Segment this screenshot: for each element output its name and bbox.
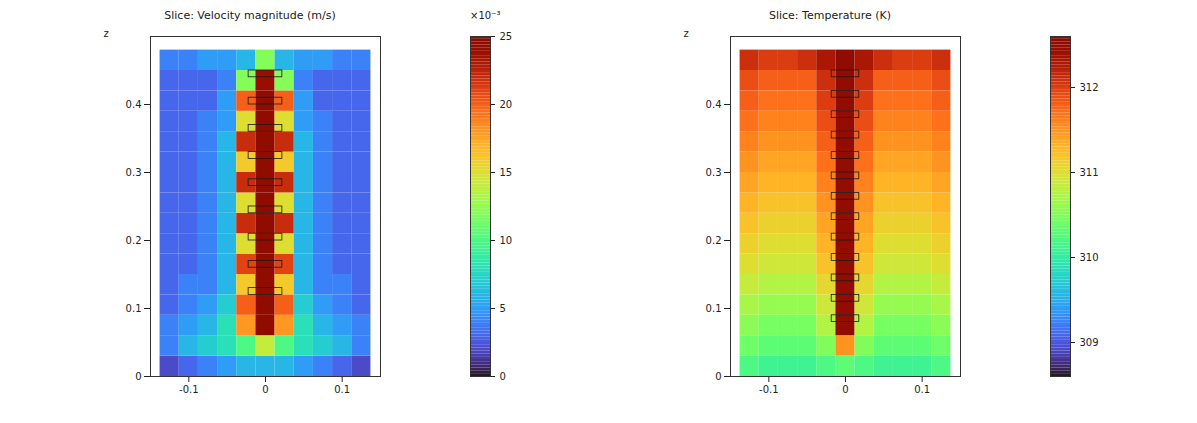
svg-text:0.1: 0.1	[914, 384, 930, 395]
svg-text:309: 309	[1080, 337, 1099, 348]
svg-text:0: 0	[842, 384, 848, 395]
svg-text:-0.1: -0.1	[759, 384, 779, 395]
svg-text:0.2: 0.2	[126, 235, 142, 246]
svg-text:0: 0	[135, 371, 141, 382]
svg-text:0.1: 0.1	[334, 384, 350, 395]
svg-text:0.1: 0.1	[126, 303, 142, 314]
svg-text:10: 10	[500, 235, 513, 246]
svg-text:312: 312	[1080, 82, 1099, 93]
svg-text:z: z	[104, 28, 109, 39]
svg-text:0.2: 0.2	[706, 235, 722, 246]
svg-text:0: 0	[262, 384, 268, 395]
html-text:×10⁻³: ×10⁻³	[470, 10, 501, 21]
svg-text:25: 25	[500, 31, 513, 42]
svg-text:0.4: 0.4	[126, 99, 142, 110]
svg-text:0.3: 0.3	[706, 167, 722, 178]
html-text:Slice: Velocity magnitude (m/s: Slice: Velocity magnitude (m/s)	[164, 9, 336, 22]
svg-text:0: 0	[715, 371, 721, 382]
svg-text:5: 5	[500, 303, 506, 314]
svg-text:0.3: 0.3	[126, 167, 142, 178]
svg-text:311: 311	[1080, 167, 1099, 178]
svg-text:0.4: 0.4	[706, 99, 722, 110]
svg-text:15: 15	[500, 167, 513, 178]
svg-text:20: 20	[500, 99, 513, 110]
svg-text:0.1: 0.1	[706, 303, 722, 314]
svg-text:0: 0	[500, 371, 506, 382]
svg-text:-0.1: -0.1	[179, 384, 199, 395]
svg-text:310: 310	[1080, 252, 1099, 263]
svg-text:z: z	[684, 28, 689, 39]
html-text:Slice: Temperature (K): Slice: Temperature (K)	[769, 9, 891, 22]
